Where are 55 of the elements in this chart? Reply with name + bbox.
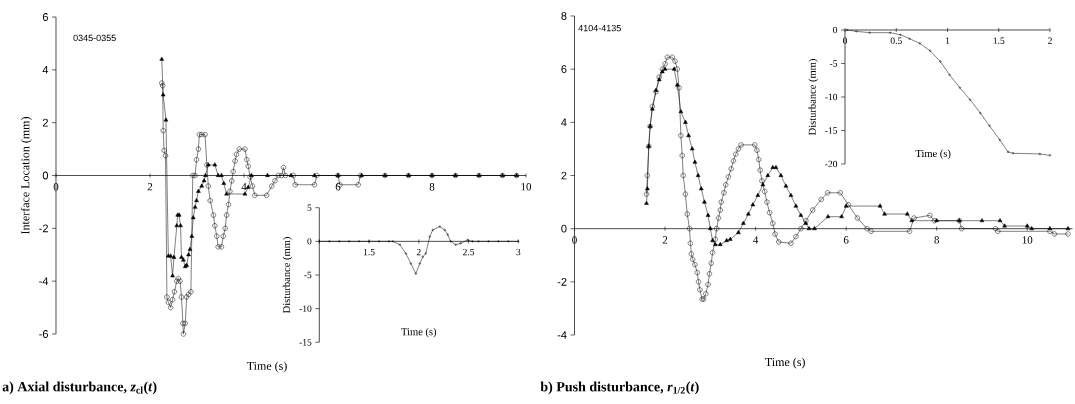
x-tick-label: 1 (945, 37, 950, 44)
x-tick-label: 6 (843, 236, 849, 244)
y-tick-label: -15 (825, 127, 838, 134)
y-axis-title: Disturbance (mm) (808, 59, 818, 136)
text: a) Axial disturbance, z$_{cl}$(t) (2, 381, 157, 395)
y-tick-label: -5 (304, 271, 312, 279)
x-tick-label: 6 (335, 183, 341, 191)
x-tick-label: 0.5 (890, 37, 902, 44)
x-tick-label: 4 (753, 236, 759, 244)
y-tick-label: -5 (829, 60, 838, 67)
y-tick-label: 0 (833, 26, 838, 34)
x-tick-label: 10 (521, 183, 532, 191)
x-axis-title: Time (s) (765, 357, 805, 369)
x-tick-label: 0 (53, 183, 59, 191)
x-axis-title: Time (s) (915, 149, 951, 160)
x-tick-label: 8 (934, 236, 940, 244)
y-axis-title: Disturbance (mm) (282, 237, 293, 314)
x-tick-label: 2 (662, 236, 668, 244)
x-tick-label: 2 (416, 248, 421, 256)
y-tick-label: -10 (299, 305, 312, 312)
y-tick-label: 0 (561, 224, 567, 233)
x-tick-label: 1.5 (993, 37, 1005, 44)
y-tick-label: -10 (825, 93, 838, 101)
x-tick-label: 4 (241, 183, 247, 191)
y-tick-label: -2 (557, 278, 567, 286)
y-tick-label: 8 (561, 12, 567, 20)
y-tick-label: 6 (42, 13, 48, 21)
x-tick-label: 10 (1022, 236, 1033, 244)
annotation: 0345-0355 (73, 34, 116, 42)
x-axis-title: Time (s) (246, 361, 287, 373)
y-tick-label: 0 (42, 171, 49, 180)
y-tick-label: -4 (557, 331, 567, 339)
annotation: 4104-4135 (578, 24, 621, 32)
text: b) Push disturbance, r$_{1/2}$(t) (540, 381, 699, 395)
y-tick-label: 4 (561, 118, 567, 127)
x-tick-label: 2 (147, 183, 153, 191)
y-tick-label: -2 (39, 224, 48, 233)
y-tick-label: 6 (561, 65, 567, 74)
x-tick-label: 2 (1048, 37, 1052, 44)
y-tick-label: 2 (42, 118, 48, 127)
x-tick-label: 2.5 (463, 248, 475, 256)
y-tick-label: 2 (561, 171, 567, 180)
x-tick-label: 8 (429, 183, 435, 191)
x-tick-label: 0 (572, 236, 577, 244)
y-axis-title: Interface Location (mm) (20, 117, 32, 235)
y-tick-label: 5 (307, 204, 312, 211)
y-tick-label: -6 (39, 330, 48, 338)
y-tick-label: -20 (825, 160, 838, 168)
y-tick-label: -15 (299, 339, 312, 346)
x-tick-label: 1.5 (363, 248, 375, 256)
y-tick-label: 4 (42, 66, 49, 74)
y-tick-label: -4 (39, 277, 49, 285)
x-tick-label: 3 (516, 248, 521, 256)
x-tick-label: 0 (843, 37, 848, 44)
x-axis-title: Time (s) (401, 327, 437, 338)
